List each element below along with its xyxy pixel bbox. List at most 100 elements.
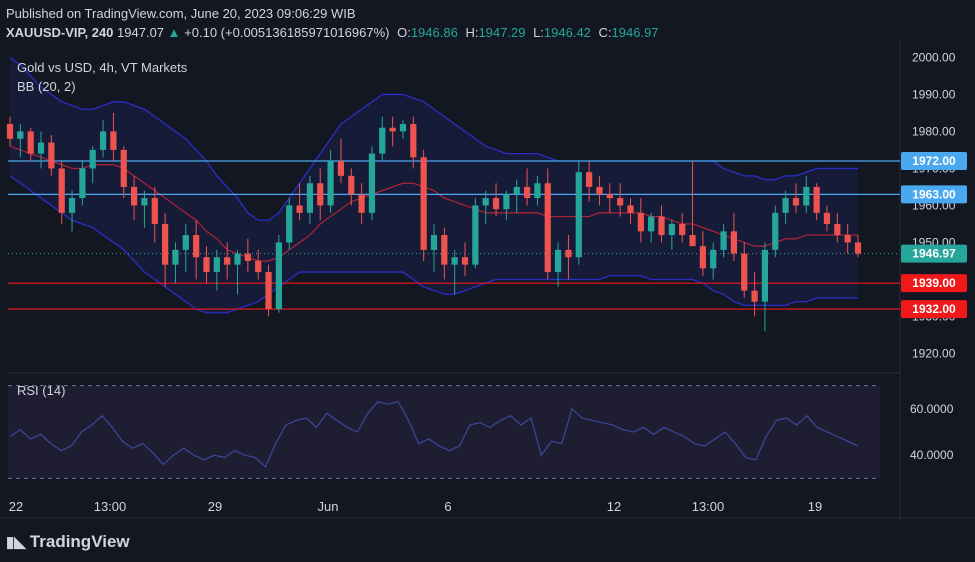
candle-body [689,235,696,247]
rsi-band-fill [8,385,880,479]
candle-body [482,198,489,206]
change-text: +0.10 (+0.005136185971016967%) [184,25,390,40]
candle-body [534,183,541,199]
low-value: 1946.42 [543,25,591,40]
level-price-tag [901,300,967,319]
candle-body [554,249,562,273]
candle-body [389,127,396,132]
candle-body [358,194,365,213]
candle-body [296,205,303,213]
candle-body [203,257,210,273]
level-price-label: 1963.00 [912,187,956,201]
candle-body [472,205,479,265]
price-tick-label: 1920.00 [912,346,956,360]
candle-body [6,124,14,139]
level-price-tag [901,274,967,293]
candle-body [648,216,655,232]
low-label: L: [533,25,544,40]
time-tick-label: Jun [318,499,339,514]
candle-body [224,257,231,265]
high-label: H: [465,25,479,40]
candle-body [854,242,862,254]
rsi-tick-label: 40.0000 [910,448,954,462]
candle-body [379,127,386,154]
candle-body [461,257,469,265]
candle-body [772,212,779,250]
candle-body [751,290,758,302]
candle-body [544,183,551,273]
price-tick-label: 1980.00 [912,124,956,138]
time-tick-label: 22 [9,499,23,514]
candle-body [420,157,427,250]
candle-body [213,257,220,273]
bb-band-fill [10,57,858,313]
level-price-label: 1972.00 [912,154,956,168]
symbol-label: XAUUSD-VIP, 240 [6,25,114,40]
close-value: 1946.97 [611,25,659,40]
chart-title: Gold vs USD, 4h, VT Markets [17,60,188,75]
candle-body [48,142,55,169]
up-arrow-icon: ▲ [167,25,181,40]
time-tick-label: 12 [607,499,621,514]
rsi-tick-label: 60.0000 [910,402,954,416]
level-price-tag [901,185,967,204]
price-tick-label: 2000.00 [912,50,956,64]
candle-body [317,183,324,206]
candle-body [275,242,282,310]
tradingview-brand: ▮◣ TradingView [6,532,130,552]
open-label: O: [397,25,411,40]
candle-body [265,272,272,310]
open-value: 1946.86 [410,25,458,40]
time-tick-label: 13:00 [94,499,127,514]
candle-body [99,131,107,150]
candle-body [617,198,624,206]
candle-body [17,131,24,139]
candle-body [658,216,665,236]
candle-body [141,198,148,206]
candle-body [151,198,158,224]
candle-body [782,198,789,213]
candle-body [844,235,851,243]
candle-body [110,131,117,150]
close-label: C: [598,25,612,40]
candle-body [523,186,531,199]
bb-indicator-label[interactable]: BB (20, 2) [17,79,76,94]
rsi-indicator-label[interactable]: RSI (14) [17,383,66,398]
candle-body [730,231,738,254]
bb-lower-line [9,175,858,314]
candle-body [162,223,169,265]
level-price-label: 1932.00 [912,302,956,316]
candle-body [79,168,86,199]
candle-body [255,260,262,273]
candle-body [761,249,769,302]
candle-body [410,124,417,158]
time-tick-label: 6 [444,499,451,514]
candle-body [627,205,634,213]
candle-body [575,172,582,258]
last-price-label: 1946.97 [912,247,956,261]
candle-body [327,161,334,206]
candle-body [130,186,138,206]
time-tick-label: 29 [208,499,222,514]
candle-body [823,212,831,224]
candle-body [710,249,717,269]
candle-body [834,223,841,236]
candle-body [565,249,572,258]
published-caption: Published on TradingView.com, June 20, 2… [6,6,356,21]
candle-body [803,186,810,206]
rsi-line [9,401,859,468]
candle-body [58,168,65,213]
candle-body [348,175,355,195]
candle-body [37,142,45,154]
candle-body [430,235,438,250]
level-price-label: 1939.00 [912,276,956,290]
candle-body [503,194,510,210]
symbol-ohlc-row: XAUUSD-VIP, 240 1947.07 ▲ +0.10 (+0.0051… [6,25,659,40]
candle-body [813,186,820,213]
candle-body [596,186,603,195]
high-value: 1947.29 [478,25,526,40]
candle-body [244,253,251,261]
candle-body [68,198,76,213]
candle-body [399,124,407,132]
